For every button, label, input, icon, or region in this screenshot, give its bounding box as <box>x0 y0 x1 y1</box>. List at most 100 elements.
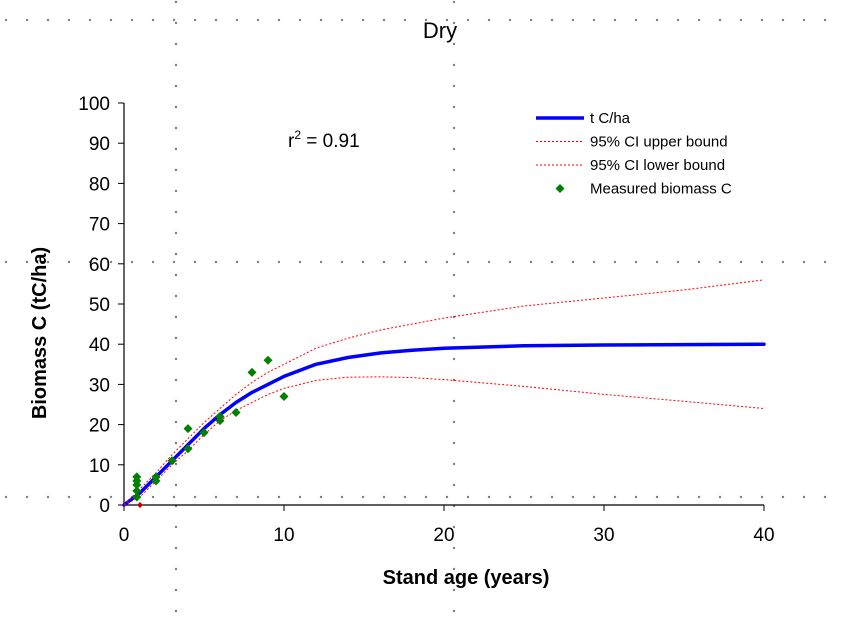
dotted-guide-h0 <box>46 260 50 264</box>
dotted-guide-v0 <box>174 105 178 109</box>
y-tick-label: 50 <box>89 295 110 316</box>
dotted-guide-h0 <box>445 260 449 264</box>
dotted-guide-v1 <box>452 294 456 298</box>
dotted-guide-v0 <box>174 84 178 88</box>
dotted-guide-v1 <box>452 336 456 340</box>
data-point-measured <box>279 391 289 401</box>
dotted-guide-top <box>466 18 470 22</box>
dotted-guide-top <box>277 18 281 22</box>
dotted-guide-top <box>109 18 113 22</box>
dotted-guide-v0 <box>174 315 178 319</box>
dotted-guide-h0 <box>739 260 743 264</box>
series-line-95-ci-upper-bound <box>123 279 765 506</box>
dotted-guide-h1 <box>25 495 29 499</box>
dotted-guide-v1 <box>452 210 456 214</box>
dotted-guide-v0 <box>174 399 178 403</box>
dotted-guide-h0 <box>529 260 533 264</box>
dotted-guide-v0 <box>174 0 178 4</box>
dotted-guide-v0 <box>174 63 178 67</box>
dotted-guide-top <box>718 18 722 22</box>
dotted-guide-h1 <box>571 495 575 499</box>
dotted-guide-v1 <box>452 42 456 46</box>
dotted-guide-top <box>445 18 449 22</box>
dotted-guide-h1 <box>67 495 71 499</box>
data-point-measured <box>199 428 209 438</box>
dotted-guide-h1 <box>298 495 302 499</box>
dotted-guide-h1 <box>382 495 386 499</box>
dotted-guide-h1 <box>655 495 659 499</box>
dotted-guide-h1 <box>487 495 491 499</box>
dotted-guide-top <box>781 18 785 22</box>
dotted-guide-h0 <box>193 260 197 264</box>
dotted-guide-h1 <box>88 495 92 499</box>
dotted-guide-v0 <box>174 483 178 487</box>
dotted-guide-h0 <box>760 260 764 264</box>
dotted-guide-h0 <box>592 260 596 264</box>
dotted-guide-v0 <box>174 588 178 592</box>
dotted-guide-v0 <box>174 357 178 361</box>
dotted-guide-top <box>151 18 155 22</box>
dotted-guide-h0 <box>571 260 575 264</box>
data-point-measured <box>151 472 161 482</box>
data-point-measured <box>183 444 193 454</box>
dotted-guide-top <box>424 18 428 22</box>
dotted-guide-v0 <box>174 525 178 529</box>
dotted-guide-v0 <box>174 546 178 550</box>
dotted-guide-top <box>88 18 92 22</box>
dotted-guide-v1 <box>452 462 456 466</box>
dotted-guide-v1 <box>452 147 456 151</box>
dotted-guide-h0 <box>802 260 806 264</box>
dotted-guide-h1 <box>235 495 239 499</box>
dotted-guide-top <box>382 18 386 22</box>
dotted-guide-v1 <box>452 252 456 256</box>
legend-label-t-c-ha: t C/ha <box>590 110 631 127</box>
x-tick-label: 40 <box>753 525 774 546</box>
x-tick-label: 0 <box>119 525 130 546</box>
dotted-guide-top <box>823 18 827 22</box>
y-tick-label: 100 <box>78 94 110 115</box>
y-tick-label: 30 <box>89 375 110 396</box>
dotted-guide-top <box>46 18 50 22</box>
dotted-guide-h1 <box>172 495 176 499</box>
dotted-guide-top <box>298 18 302 22</box>
dotted-guide-top <box>613 18 617 22</box>
dotted-guide-h0 <box>235 260 239 264</box>
dotted-guide-h0 <box>781 260 785 264</box>
origin-marker <box>137 502 143 508</box>
dotted-guide-h1 <box>4 495 8 499</box>
dotted-guide-v0 <box>174 168 178 172</box>
dotted-guide-top <box>802 18 806 22</box>
dotted-guide-v0 <box>174 147 178 151</box>
dotted-guide-top <box>571 18 575 22</box>
dotted-guide-h0 <box>634 260 638 264</box>
dotted-guide-v1 <box>452 567 456 571</box>
dotted-guide-h0 <box>109 260 113 264</box>
legend-label-measured-biomass-c: Measured biomass C <box>590 181 732 198</box>
dotted-guide-h0 <box>697 260 701 264</box>
x-tick-label: 10 <box>273 525 294 546</box>
dotted-guide-h1 <box>613 495 617 499</box>
dotted-guide-v1 <box>452 441 456 445</box>
dotted-guide-h0 <box>466 260 470 264</box>
dotted-guide-h0 <box>361 260 365 264</box>
dotted-guide-v1 <box>452 588 456 592</box>
dotted-guide-v0 <box>174 21 178 25</box>
dotted-guide-v1 <box>452 483 456 487</box>
dotted-guide-top <box>256 18 260 22</box>
series-line-t-c-ha <box>122 342 766 507</box>
legend: t C/ha 95% CI upper bound 95% CI lower bou… <box>536 110 732 198</box>
dotted-guide-h0 <box>25 260 29 264</box>
dotted-guide-h0 <box>319 260 323 264</box>
chart-title: Dry <box>423 18 457 43</box>
dotted-guide-h0 <box>718 260 722 264</box>
y-tick-label: 10 <box>89 456 110 477</box>
dotted-guide-top <box>592 18 596 22</box>
data-point-measured <box>132 492 142 502</box>
dotted-guide-h1 <box>340 495 344 499</box>
dotted-guide-top <box>130 18 134 22</box>
dotted-guide-v1 <box>452 525 456 529</box>
x-tick-label: 20 <box>433 525 454 546</box>
dotted-guide-v1 <box>452 273 456 277</box>
dotted-guide-h0 <box>4 260 8 264</box>
dotted-guide-v0 <box>174 336 178 340</box>
